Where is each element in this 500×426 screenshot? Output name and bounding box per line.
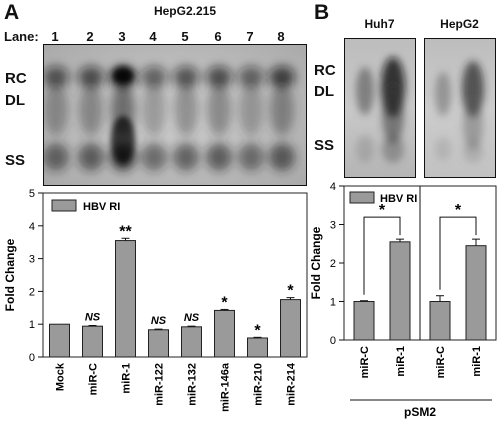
panel-b-letter: B (314, 1, 330, 24)
chart-a-bar (49, 323, 70, 358)
chart-b-ytick-label: 3 (330, 220, 336, 232)
chart-a-significance: NS (151, 315, 167, 327)
chart-b-significance-bracket (439, 216, 477, 290)
panel-a-blot-image (44, 66, 295, 171)
panel-b-blot-hepg2-image (435, 61, 484, 163)
chart-b-bar (429, 301, 451, 341)
chart-b-category-label: miR-1 (395, 346, 407, 377)
chart-a-frame (42, 192, 308, 358)
chart-b-bar (353, 301, 375, 341)
lane-label: Lane: (4, 29, 39, 44)
panel-b-dl-label: DL (314, 83, 334, 100)
chart-b-ytick-label: 4 (330, 181, 336, 193)
chart-b-bar (465, 245, 487, 341)
chart-b-category-label: miR-C (435, 346, 447, 378)
chart-a-bar (82, 325, 103, 358)
chart-a-category-label: miR-214 (286, 362, 298, 406)
lane-number: 7 (246, 29, 254, 44)
chart-a-ytick-label: 0 (29, 352, 35, 364)
lane-number: 4 (149, 29, 157, 44)
panel-b-blot-huh7-image (356, 57, 405, 163)
chart-a-category-label: miR-132 (187, 363, 199, 406)
lane-number: 5 (181, 29, 189, 44)
chart-a-category-label: miR-210 (253, 363, 265, 406)
chart-a-ytick-label: 1 (29, 319, 35, 331)
panel-a-cell-line: HepG2.215 (153, 4, 217, 18)
chart-b-category-label: miR-C (359, 346, 371, 378)
chart-a-ytick-label: 2 (29, 286, 35, 298)
panel-a-blot (43, 44, 307, 186)
chart-a-ytick-label: 3 (29, 254, 35, 266)
panel-a-rc-label: RC (5, 70, 27, 87)
chart-a-significance: * (221, 294, 228, 311)
panel-b-chart: 0 1 2 3 4 Fold Change HBV RI miR-C miR-1 * miR-C mi… (309, 181, 497, 419)
chart-a-legend-swatch (51, 199, 77, 212)
chart-a-significance: * (254, 322, 261, 339)
chart-a-ytick-label: 5 (29, 188, 35, 200)
chart-a-bar (214, 309, 235, 358)
chart-b-significance: * (379, 202, 386, 219)
chart-a-category-label: miR-122 (154, 363, 166, 406)
panel-a-dl-label: DL (5, 92, 25, 109)
lane-number: 8 (277, 29, 285, 44)
chart-a-category-label: Mock (55, 362, 67, 391)
panel-a-ss-label: SS (5, 152, 26, 169)
chart-a-bar (247, 337, 268, 358)
chart-b-significance-bracket (363, 216, 401, 295)
chart-a-category-label: miR-146a (220, 362, 232, 412)
chart-b-ytick-label: 0 (330, 335, 336, 347)
chart-a-significance: * (287, 283, 294, 300)
lane-number: 3 (118, 29, 126, 44)
panel-b-rc-label: RC (314, 62, 336, 79)
panel-b-title-huh7: Huh7 (364, 17, 395, 31)
panel-b-blot-hepg2 (424, 38, 496, 178)
chart-b-ylabel: Fold Change (309, 226, 323, 299)
panel-a-letter: A (4, 1, 20, 24)
lane-number: 2 (86, 29, 94, 44)
chart-a-ytick-label: 4 (29, 221, 35, 233)
chart-a-significance: ** (119, 223, 132, 240)
chart-a-bar (280, 299, 301, 358)
chart-b-significance: * (455, 202, 462, 219)
chart-b-category-label: miR-1 (471, 346, 483, 377)
chart-b-ytick-label: 1 (330, 297, 336, 309)
chart-a-category-label: miR-C (88, 363, 100, 395)
chart-b-ytick-label: 2 (330, 258, 336, 270)
chart-a-significance: NS (85, 312, 101, 324)
chart-b-plasmid-label: pSM2 (404, 405, 436, 419)
chart-a-bar (181, 326, 202, 358)
chart-b-bar (389, 241, 411, 341)
chart-a-ylabel: Fold Change (3, 238, 17, 311)
panel-b-title-hepg2: HepG2 (440, 17, 479, 31)
chart-a-legend-label: HBV RI (83, 201, 120, 213)
chart-b-legend-label: HBV RI (380, 193, 417, 205)
chart-b-legend-swatch (349, 191, 375, 204)
chart-a-category-label: miR-1 (121, 363, 133, 394)
chart-a-bar (148, 329, 169, 358)
panel-b-ss-label: SS (314, 137, 335, 154)
chart-a-bar (115, 240, 136, 358)
chart-a-significance: NS (184, 312, 200, 324)
lane-number: 6 (214, 29, 222, 44)
panel-b-blot-huh7 (344, 38, 416, 178)
lane-number: 1 (51, 29, 59, 44)
